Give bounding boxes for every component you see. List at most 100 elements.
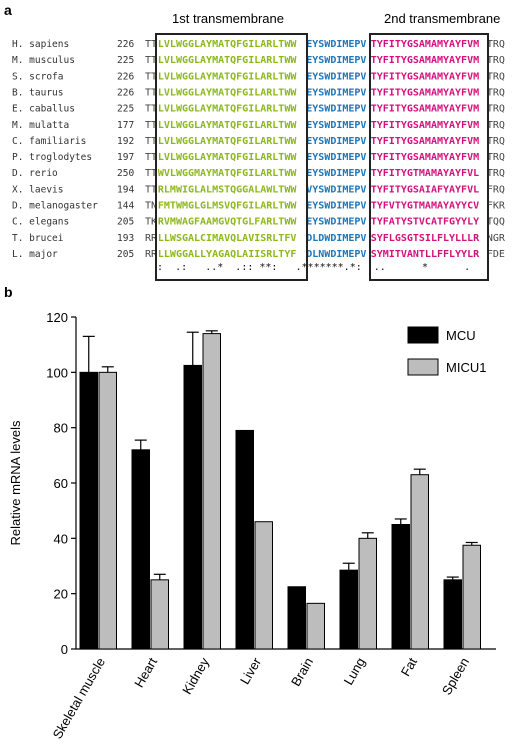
segment-tm2: TYFITYGSAMAMYAYFVM [371,71,479,82]
start-position: 225 [117,55,134,66]
segment-tm1: LVLWGGLAYMATQFGILARLTWW [158,152,297,163]
segment-mid: EYSWDIMEPV [306,120,366,131]
species-name: M. musculus [12,55,75,66]
segment-post: TRQ [487,87,505,98]
segment-post: FDE [487,249,505,260]
segment-tm1: RVMWAGFAAMGVQTGLFARLTWW [158,217,297,228]
bar-mcu [183,364,202,650]
segment-pre: TT [145,136,157,147]
species-name: C. familiaris [12,136,86,147]
segment-pre: TT [145,168,157,179]
species-name: S. scrofa [12,71,63,82]
segment-tm1: WVLWGGMAYMATQFGILARLTWW [158,168,297,179]
legend-label: MCU [446,328,476,343]
x-tick-label: Brain [288,655,316,689]
segment-tm2: SYFLGSGTSILFLYLLLR [371,233,480,244]
segment-pre: TT [145,39,157,50]
species-name: E. caballus [12,104,75,115]
sequence-row: TNFMTWMGLGLMSVQFGILARLTWW EYSWDIMEPV TYFVT… [145,201,506,212]
panel-label-a: a [4,2,12,18]
bar-mcu [339,569,358,650]
x-tick-label: Liver [237,654,264,686]
start-position: 177 [117,120,134,131]
bar-micu1 [462,544,481,650]
species-name: P. troglodytes [12,152,92,163]
start-position: 197 [117,152,134,163]
segment-pre: TT [145,71,157,82]
segment-mid: EYSWDIMEPV [306,87,366,98]
segment-pre: TT [145,87,157,98]
segment-tm2: TYFVTYGTMAMAYAYYCV [371,201,479,212]
start-position: 194 [117,184,134,195]
segment-pre: TT [145,55,157,66]
species-name: B. taurus [12,87,63,98]
species-name: D. rerio [12,168,58,179]
bar-micu1 [306,602,325,650]
start-position: 226 [117,87,134,98]
bar-mcu [287,586,306,650]
segment-tm1: LVLWGGLAYMATQFGILARLTWW [158,87,297,98]
x-tick-label: Lung [341,655,368,688]
start-position: 226 [117,39,134,50]
sequence-row: TTRLMWIGLALMSTQGGALAWLTWW VYSWDIMEPV TYFIT… [145,184,505,195]
bar-mcu [391,524,410,650]
y-tick-label: 60 [54,476,68,491]
segment-mid: EYSWDIMEPV [306,168,366,179]
legend-swatch [407,326,439,344]
sequence-row: TTLVLWGGLAYMATQFGILARLTWW EYSWDIMEPV TYFIT… [145,136,505,147]
bar-micu1 [98,371,117,650]
species-name: M. mulatta [12,120,69,131]
bar-mcu [131,449,150,650]
segment-post: TRQ [487,39,505,50]
segment-tm1: LLWGGALLYAGAQLAIISRLTYF [158,249,296,260]
x-tick-label: Heart [131,655,160,690]
panel-label-b: b [4,284,13,300]
sequence-row: TTLVLWGGLAYMATQFGILARLTWW EYSWDIMEPV TYFIT… [145,152,505,163]
segment-post: TQQ [487,217,505,228]
segment-mid: EYSWDIMEPV [306,201,366,212]
segment-mid: EYSWDIMEPV [306,55,366,66]
x-tick-label: Fat [398,655,421,679]
bar-chart: 0 20 40 60 80 100 120 Relative mRNA levels Skele… [8,310,496,741]
bar-micu1 [410,474,429,650]
x-tick-label: Spleen [439,655,472,698]
segment-pre: TT [145,120,157,131]
tm1-title: 1st transmembrane [172,11,284,26]
segment-tm2: TYFITYGSAMAMYAYFVM [371,87,479,98]
start-position: 144 [117,201,134,212]
legend-swatch [407,358,439,376]
sequence-row: TTLVLWGGLAYMATQFGILARLTWW EYSWDIMEPV TYFIT… [145,120,505,131]
segment-tm2: TYFITYGSAMAMYAYFVM [371,39,479,50]
segment-tm1: LVLWGGLAYMATQFGILARLTWW [158,136,297,147]
bar-micu1 [150,579,169,650]
sequence-row: TTLVLWGGLAYMATQFGILARLTWW EYSWDIMEPV TYFIT… [145,71,505,82]
segment-tm2: TYFATYSTVCATFGYYLY [371,217,479,228]
x-tick-label: Skeletal muscle [50,655,109,741]
bar-micu1 [358,537,377,650]
sequence-row: TKRVMWAGFAAMGVQTGLFARLTWW EYSWDIMEPV TYFAT… [145,217,505,228]
sequence-row: TTLVLWGGLAYMATQFGILARLTWW EYSWDIMEPV TYFIT… [145,87,505,98]
segment-tm2: TYFITYGSAMAMYAYFVM [371,136,479,147]
y-axis-label: Relative mRNA levels [8,420,23,545]
start-position: 205 [117,249,134,260]
species-name: C. elegans [12,217,69,228]
y-tick-label: 0 [61,642,68,657]
segment-mid: EYSWDIMEPV [306,217,366,228]
species-name: X. laevis [12,184,63,195]
start-position: 205 [117,217,134,228]
segment-mid: EYSWDIMEPV [306,71,366,82]
segment-mid: EYSWDIMEPV [306,39,366,50]
segment-post: FKR [487,201,506,212]
start-position: 225 [117,104,134,115]
species-name: L. major [12,249,58,260]
segment-tm2: TYFITYGSAMAMYAYFVM [371,104,479,115]
segment-tm1: LVLWGGLAYMATQFGILARLTWW [158,104,297,115]
y-tick-label: 40 [54,531,68,546]
segment-post: FRQ [487,184,505,195]
segment-tm1: FMTWMGLGLMSVQFGILARLTWW [158,201,297,212]
sequence-row: RRLLWGGALLYAGAQLAIISRLTYF DLNWDIMEPV SYMIT… [145,249,505,260]
species-name: T. brucei [12,233,64,244]
segment-tm1: RLMWIGLALMSTQGGALAWLTWW [158,184,297,195]
segment-pre: RR [145,233,158,244]
bar-micu1 [254,521,273,650]
